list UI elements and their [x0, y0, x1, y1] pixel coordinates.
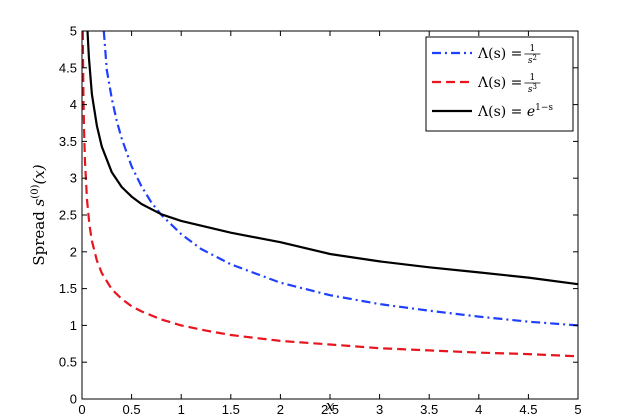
legend-box: [425, 36, 574, 132]
y-tick-label-4: 2: [70, 244, 77, 259]
y-axis-label-sup: (0): [30, 184, 41, 198]
y-tick-label-10: 5: [70, 24, 77, 39]
x-tick-label-6: 3: [376, 402, 383, 415]
legend-label-series-1: Λ(s) =: [477, 46, 522, 62]
legend: Λ(s) = 1 s2 Λ(s) = 1 s3 Λ(s) = e1−s: [425, 36, 574, 132]
x-tick-label-5: 2.5: [321, 402, 339, 415]
plot-lines: [81, 30, 579, 358]
x-tick-label-8: 4: [475, 402, 482, 415]
y-axis-label: Spread s(0)(x): [30, 164, 48, 265]
x-tick-label-10: 5: [574, 402, 581, 415]
y-tick-label-8: 4: [70, 97, 77, 112]
y-tick-label-0: 0: [70, 392, 77, 407]
legend-label-series-2: Λ(s) =: [477, 75, 522, 91]
legend-num-series-2: 1: [530, 73, 536, 83]
y-tick-label-5: 2.5: [59, 208, 77, 223]
legend-lhs-series-2: Λ(s) =: [477, 75, 522, 91]
legend-den-series-2: s3: [528, 83, 537, 95]
legend-label-series-3: Λ(s) = e1−s: [477, 103, 553, 120]
x-tick-label-1: 0.5: [123, 402, 141, 415]
legend-sup-series-3: 1−s: [535, 103, 553, 113]
legend-base-series-3: e: [527, 104, 535, 120]
series-line-3: [86, 30, 579, 286]
x-tick-label-7: 3.5: [420, 402, 438, 415]
x-tick-label-9: 4.5: [519, 402, 537, 415]
y-axis-label-arg: (x): [30, 164, 48, 184]
y-axis-label-prefix: Spread: [30, 206, 48, 265]
legend-den-series-1: s2: [528, 54, 537, 66]
y-axis-label-base: s: [30, 198, 48, 206]
x-tick-label-4: 2: [277, 402, 284, 415]
x-tick-label-3: 1.5: [222, 402, 240, 415]
series-line-1: [102, 30, 579, 327]
legend-num-series-1: 1: [530, 44, 536, 54]
y-tick-label-3: 1.5: [59, 281, 77, 296]
y-tick-label-1: 0.5: [59, 355, 77, 370]
x-axis-label: x: [326, 397, 335, 415]
y-axis: 0 0.5 1 1.5 2 2.5 3 3.5 4 4.5 5: [59, 24, 578, 407]
y-tick-label-7: 3.5: [59, 134, 77, 149]
y-tick-label-9: 4.5: [59, 60, 77, 75]
series-line-2: [81, 30, 579, 358]
y-tick-label-2: 1: [70, 318, 77, 333]
y-tick-label-6: 3: [70, 171, 77, 186]
x-axis: 0 0.5 1 1.5 2 2.5 3 3.5 4 4.5 5: [78, 31, 582, 415]
x-tick-label-0: 0: [78, 402, 85, 415]
legend-lhs-series-3: Λ(s) =: [477, 104, 527, 120]
legend-lhs-series-1: Λ(s) =: [477, 46, 522, 62]
x-tick-label-2: 1: [178, 402, 185, 415]
